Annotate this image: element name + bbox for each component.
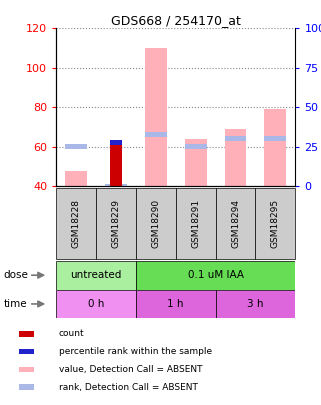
- Text: GSM18228: GSM18228: [72, 199, 81, 248]
- Bar: [225, 136, 247, 141]
- Bar: [185, 139, 207, 186]
- Bar: [176, 188, 216, 259]
- Bar: [105, 184, 127, 189]
- Bar: [19, 384, 34, 390]
- Text: GSM18229: GSM18229: [111, 199, 120, 248]
- Bar: [185, 144, 207, 149]
- Bar: [145, 132, 167, 137]
- Text: value, Detection Call = ABSENT: value, Detection Call = ABSENT: [59, 365, 202, 374]
- Bar: [265, 136, 286, 141]
- Bar: [136, 290, 216, 318]
- Bar: [19, 331, 34, 337]
- Bar: [110, 143, 122, 186]
- Bar: [96, 188, 136, 259]
- Bar: [136, 261, 295, 290]
- Text: 0.1 uM IAA: 0.1 uM IAA: [187, 271, 244, 280]
- Text: 1 h: 1 h: [168, 299, 184, 309]
- Text: GSM18295: GSM18295: [271, 199, 280, 248]
- Bar: [265, 109, 286, 186]
- Bar: [225, 129, 247, 186]
- Text: rank, Detection Call = ABSENT: rank, Detection Call = ABSENT: [59, 383, 198, 392]
- Bar: [56, 290, 136, 318]
- Bar: [56, 188, 96, 259]
- Bar: [19, 349, 34, 354]
- Title: GDS668 / 254170_at: GDS668 / 254170_at: [111, 14, 241, 27]
- Bar: [110, 141, 122, 145]
- Text: time: time: [3, 299, 27, 309]
- Text: GSM18291: GSM18291: [191, 199, 200, 248]
- Text: percentile rank within the sample: percentile rank within the sample: [59, 347, 212, 356]
- Bar: [145, 48, 167, 186]
- Text: 0 h: 0 h: [88, 299, 104, 309]
- Bar: [216, 290, 295, 318]
- Bar: [65, 144, 87, 149]
- Bar: [65, 171, 87, 186]
- Bar: [56, 261, 136, 290]
- Bar: [19, 367, 34, 372]
- Text: GSM18294: GSM18294: [231, 199, 240, 248]
- Bar: [256, 188, 295, 259]
- Text: untreated: untreated: [70, 271, 122, 280]
- Bar: [216, 188, 256, 259]
- Text: GSM18290: GSM18290: [151, 199, 160, 248]
- Bar: [136, 188, 176, 259]
- Text: count: count: [59, 329, 84, 338]
- Text: dose: dose: [3, 271, 28, 280]
- Text: 3 h: 3 h: [247, 299, 264, 309]
